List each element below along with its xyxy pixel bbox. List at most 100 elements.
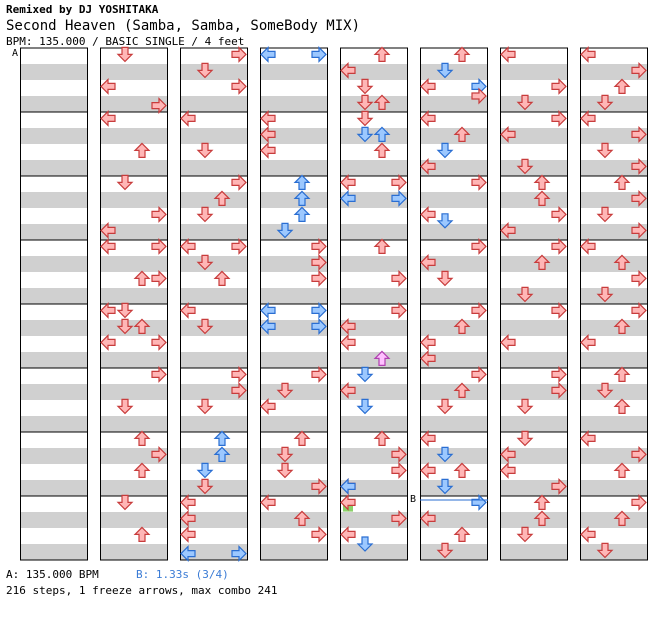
left-arrow-icon	[180, 493, 196, 511]
right-arrow-icon	[311, 317, 327, 335]
up-arrow-icon	[133, 526, 151, 543]
up-arrow-icon	[133, 142, 151, 158]
up-arrow-icon	[613, 398, 631, 414]
left-arrow-icon	[340, 477, 356, 495]
left-arrow-icon	[180, 525, 196, 543]
beat-stripe	[340, 128, 408, 144]
beat-stripe	[420, 448, 488, 464]
beat-stripe	[580, 384, 648, 400]
beat-stripe	[260, 256, 328, 272]
beat-stripe	[180, 256, 248, 272]
up-arrow-icon	[373, 430, 391, 446]
beat-stripe	[260, 160, 328, 176]
step-stats: 216 steps, 1 freeze arrows, max combo 24…	[6, 584, 278, 597]
beat-stripe	[580, 352, 648, 368]
beat-stripe	[20, 256, 88, 272]
column-border	[580, 47, 648, 561]
down-arrow-icon	[276, 446, 294, 463]
down-arrow-icon	[596, 94, 614, 111]
chart-info: BPM: 135.000 / BASIC SINGLE / 4 feet	[6, 35, 245, 48]
right-arrow-icon	[551, 77, 567, 95]
beat-stripe	[260, 544, 328, 560]
right-arrow-icon	[631, 269, 647, 287]
beat-stripe	[340, 192, 408, 208]
beat-stripe	[580, 288, 648, 304]
down-arrow-icon	[356, 126, 374, 143]
beat-stripe	[260, 96, 328, 112]
down-arrow-icon	[116, 318, 134, 335]
down-arrow-icon	[436, 542, 454, 559]
up-arrow-icon	[373, 238, 391, 254]
left-arrow-icon	[180, 545, 196, 563]
right-arrow-icon	[551, 237, 567, 255]
beat-stripe	[340, 288, 408, 304]
beat-stripe	[20, 544, 88, 560]
up-arrow-icon	[613, 254, 631, 270]
beat-stripe	[340, 416, 408, 432]
beat-stripe	[100, 384, 168, 400]
beat-stripe	[580, 544, 648, 560]
left-arrow-icon	[340, 173, 356, 191]
left-arrow-icon	[100, 333, 116, 351]
down-arrow-icon	[196, 398, 214, 415]
right-arrow-icon	[231, 545, 247, 563]
left-arrow-icon	[340, 525, 356, 543]
right-arrow-icon	[231, 45, 247, 63]
right-arrow-icon	[391, 173, 407, 191]
beat-stripe	[20, 320, 88, 336]
up-arrow-icon	[613, 174, 631, 190]
right-arrow-icon	[151, 237, 167, 255]
down-arrow-icon	[596, 286, 614, 303]
beat-stripe	[260, 128, 328, 144]
beat-stripe	[20, 128, 88, 144]
up-arrow-icon	[293, 510, 311, 527]
beat-stripe	[340, 96, 408, 112]
beat-stripe	[420, 512, 488, 528]
left-arrow-icon	[180, 109, 196, 127]
beat-stripe	[20, 448, 88, 464]
beat-stripe	[260, 512, 328, 528]
down-arrow-icon	[436, 213, 454, 229]
down-arrow-icon	[436, 62, 454, 79]
beat-stripe	[500, 96, 568, 112]
beat-stripe	[260, 416, 328, 432]
up-arrow-icon	[373, 46, 391, 63]
left-arrow-icon	[100, 109, 116, 127]
up-arrow-icon	[613, 510, 631, 527]
right-arrow-icon	[311, 525, 327, 543]
down-arrow-icon	[516, 526, 534, 543]
left-arrow-icon	[340, 493, 356, 511]
left-arrow-icon	[420, 461, 436, 479]
up-arrow-icon	[453, 126, 471, 142]
right-arrow-icon	[391, 269, 407, 287]
left-arrow-icon	[260, 397, 276, 415]
left-arrow-icon	[420, 349, 436, 367]
left-arrow-icon	[500, 445, 516, 463]
right-arrow-icon	[151, 97, 167, 115]
left-arrow-icon	[420, 157, 436, 175]
up-arrow-icon	[293, 206, 311, 222]
beat-stripe	[340, 448, 408, 464]
right-arrow-icon	[151, 269, 167, 287]
left-arrow-icon	[420, 77, 436, 95]
beat-stripe	[100, 416, 168, 432]
down-arrow-icon	[436, 446, 454, 463]
beat-stripe	[580, 128, 648, 144]
right-arrow-icon	[631, 61, 647, 79]
beat-stripe	[260, 288, 328, 304]
stop-note: B: 1.33s (3/4)	[136, 568, 229, 581]
right-arrow-icon	[231, 365, 247, 383]
down-arrow-icon	[436, 398, 454, 415]
left-arrow-icon	[340, 333, 356, 351]
stop-marker-label: B	[410, 494, 417, 505]
right-arrow-icon	[551, 301, 567, 319]
up-arrow-icon	[453, 526, 471, 543]
beat-stripe	[500, 512, 568, 528]
up-arrow-icon	[133, 318, 151, 334]
down-arrow-icon	[196, 254, 214, 271]
beat-stripe	[340, 384, 408, 400]
up-arrow-icon	[373, 126, 391, 142]
beat-stripe	[20, 288, 88, 304]
left-arrow-icon	[420, 333, 436, 351]
